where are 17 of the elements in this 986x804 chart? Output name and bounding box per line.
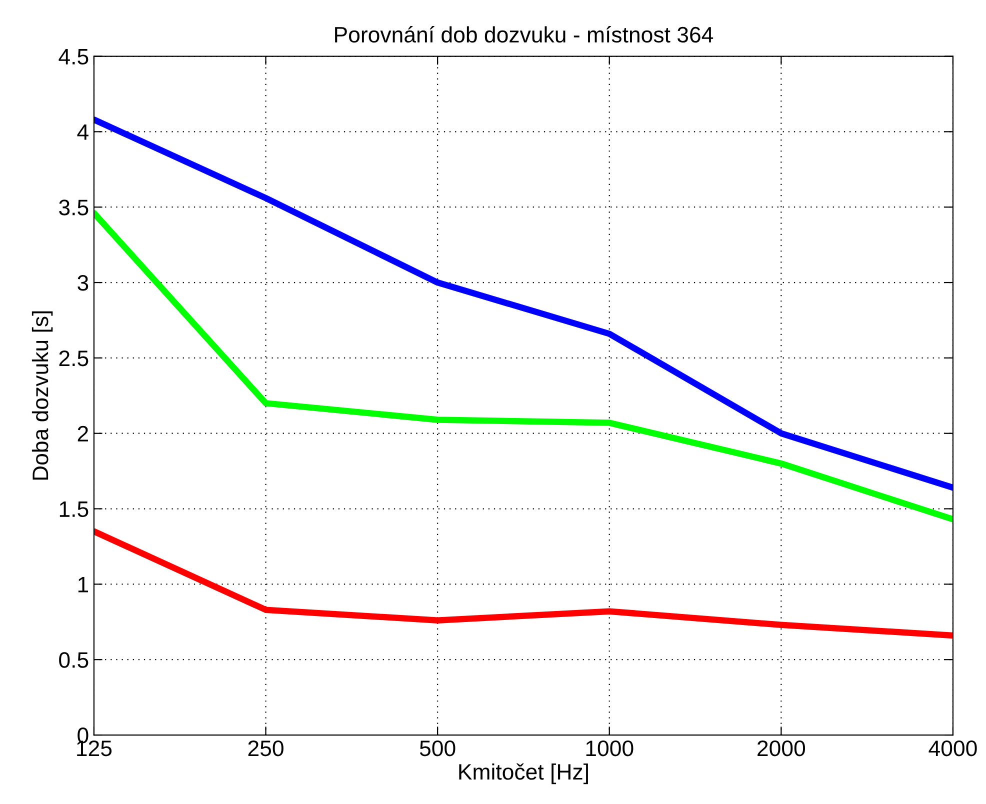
- y-tick-label: 4: [77, 124, 88, 140]
- chart-title: Porovnání dob dozvuku - místnost 364: [335, 26, 714, 43]
- x-tick-label: 4000: [928, 740, 977, 756]
- y-tick-label: 3: [78, 275, 88, 291]
- y-tick-label: 0.5: [59, 652, 88, 668]
- x-tick-label: 250: [248, 740, 284, 756]
- x-tick-label: 500: [420, 740, 456, 756]
- x-tick-label: 1000: [586, 740, 634, 756]
- y-tick-label: 3.5: [59, 200, 88, 216]
- x-tick-label: 2000: [758, 740, 806, 756]
- x-axis-title: Kmitočet [Hz]: [459, 763, 588, 784]
- y-tick-label: 2.5: [59, 350, 88, 366]
- y-tick-label: 1: [78, 576, 88, 592]
- y-tick-label: 1.5: [60, 502, 88, 518]
- y-axis-title: Doba dozvuku [s]: [32, 311, 53, 480]
- y-tick-label: 2: [78, 426, 88, 442]
- y-tick-label: 4.5: [58, 49, 88, 65]
